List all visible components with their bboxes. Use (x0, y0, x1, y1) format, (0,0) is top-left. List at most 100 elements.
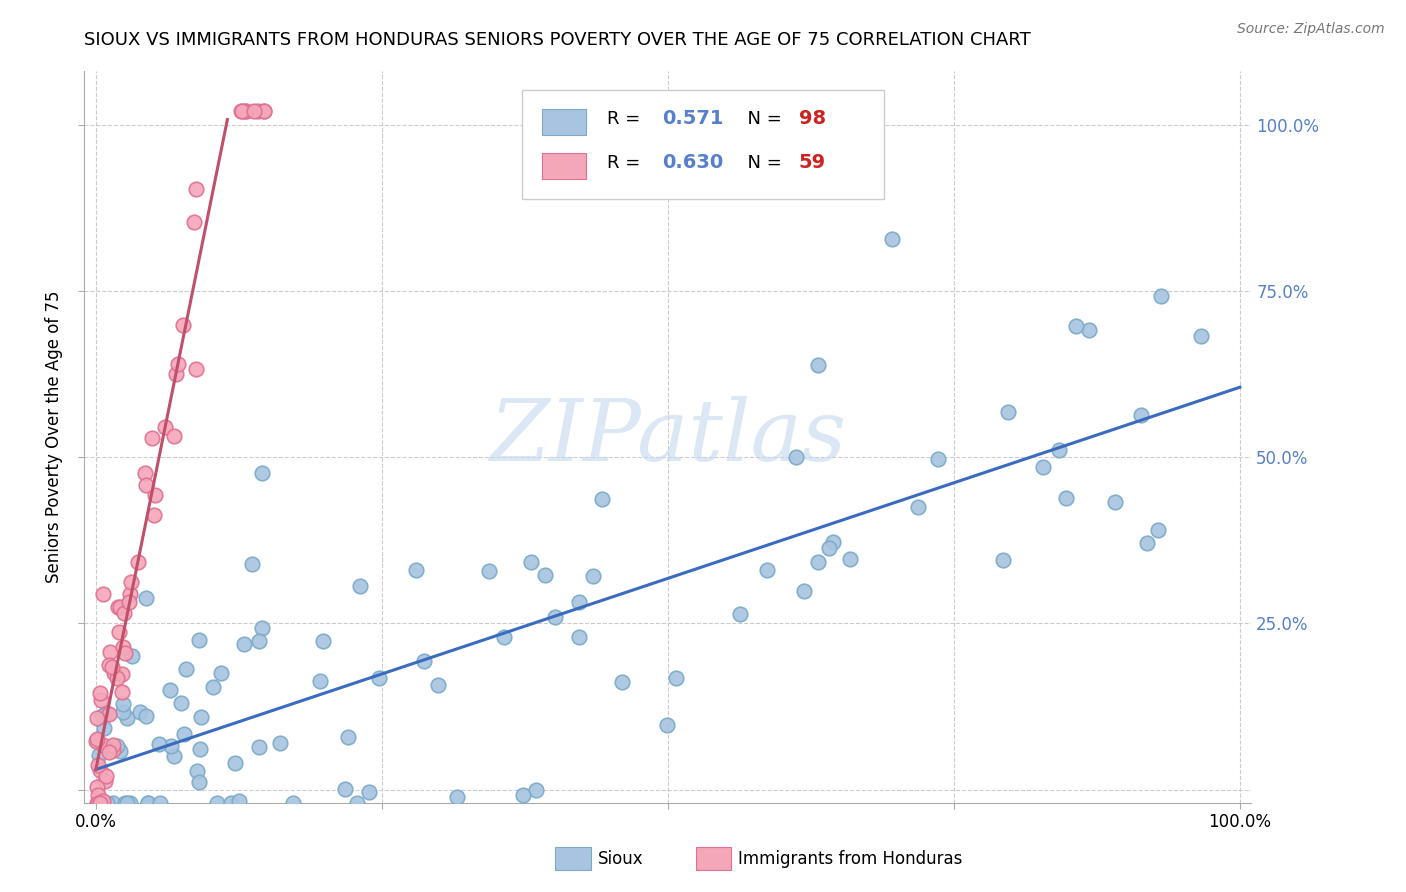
Point (111, 667, 134, 681)
Point (105, 671, 128, 685)
Point (591, 492, 613, 507)
Point (793, 583, 815, 598)
Point (1078, 322, 1101, 336)
Point (143, 488, 166, 502)
Point (87, 788, 110, 802)
Point (163, 429, 186, 443)
Text: 98: 98 (799, 110, 825, 128)
Point (149, 796, 172, 810)
Point (91, 587, 114, 601)
Point (153, 419, 176, 434)
Point (90, 709, 112, 723)
Point (170, 696, 193, 710)
Point (148, 737, 170, 751)
Point (103, 743, 125, 757)
Point (110, 599, 132, 614)
Point (412, 654, 434, 668)
Point (231, 104, 253, 119)
Point (108, 744, 131, 758)
Point (336, 731, 359, 745)
Point (997, 405, 1019, 419)
Point (817, 541, 839, 555)
Point (111, 697, 134, 711)
Point (1047, 443, 1070, 458)
Point (312, 634, 335, 648)
Point (823, 534, 845, 549)
Point (84, 734, 107, 748)
Point (115, 796, 138, 810)
Point (159, 682, 181, 697)
Point (665, 671, 688, 685)
Point (107, 600, 129, 615)
Point (242, 104, 264, 119)
Point (1032, 460, 1054, 475)
Point (183, 214, 205, 228)
Text: Sioux: Sioux (598, 850, 643, 868)
Point (117, 711, 139, 725)
Point (807, 358, 830, 372)
FancyBboxPatch shape (541, 153, 586, 179)
Point (89, 686, 111, 700)
Point (927, 452, 949, 467)
Point (882, 232, 904, 246)
Point (247, 104, 270, 119)
Point (1189, 329, 1212, 343)
Point (544, 610, 567, 624)
Point (252, 104, 274, 119)
Point (207, 796, 229, 810)
Point (93, 773, 115, 788)
Text: N =: N = (735, 153, 787, 172)
Point (405, 563, 427, 577)
Point (120, 586, 142, 600)
Point (252, 104, 274, 119)
Point (209, 665, 232, 680)
Text: 0.571: 0.571 (662, 110, 724, 128)
Point (134, 466, 156, 480)
Point (86, 731, 108, 746)
Point (121, 649, 143, 664)
Point (97, 658, 120, 673)
Point (120, 796, 142, 810)
Text: R =: R = (607, 110, 647, 128)
Point (224, 756, 246, 770)
Point (101, 738, 124, 752)
Point (186, 764, 208, 779)
FancyBboxPatch shape (522, 90, 884, 200)
Point (610, 675, 633, 690)
Point (728, 607, 751, 621)
Point (582, 569, 605, 583)
Point (127, 555, 149, 569)
Point (219, 796, 242, 810)
Point (568, 630, 591, 644)
Text: Source: ZipAtlas.com: Source: ZipAtlas.com (1237, 22, 1385, 37)
Point (93, 721, 115, 735)
Point (111, 640, 134, 654)
Point (129, 705, 152, 719)
Point (96, 796, 118, 810)
Point (228, 794, 250, 808)
Point (91, 794, 114, 808)
Point (907, 500, 929, 514)
Point (114, 796, 136, 810)
Point (186, 361, 208, 376)
Point (233, 637, 256, 651)
Point (446, 789, 468, 804)
Text: 0.630: 0.630 (662, 153, 723, 172)
Point (349, 578, 371, 592)
Point (98, 706, 121, 721)
Point (252, 467, 274, 481)
Point (190, 709, 212, 723)
Point (838, 551, 860, 566)
Point (993, 552, 1015, 566)
Point (142, 508, 165, 522)
Point (105, 739, 128, 753)
Point (135, 709, 157, 723)
FancyBboxPatch shape (696, 847, 731, 870)
Point (94, 769, 117, 783)
Text: ZIPatlas: ZIPatlas (489, 396, 846, 478)
Point (533, 567, 555, 582)
Point (655, 718, 678, 732)
Point (173, 727, 195, 741)
Point (86, 796, 108, 810)
Point (1146, 523, 1168, 537)
